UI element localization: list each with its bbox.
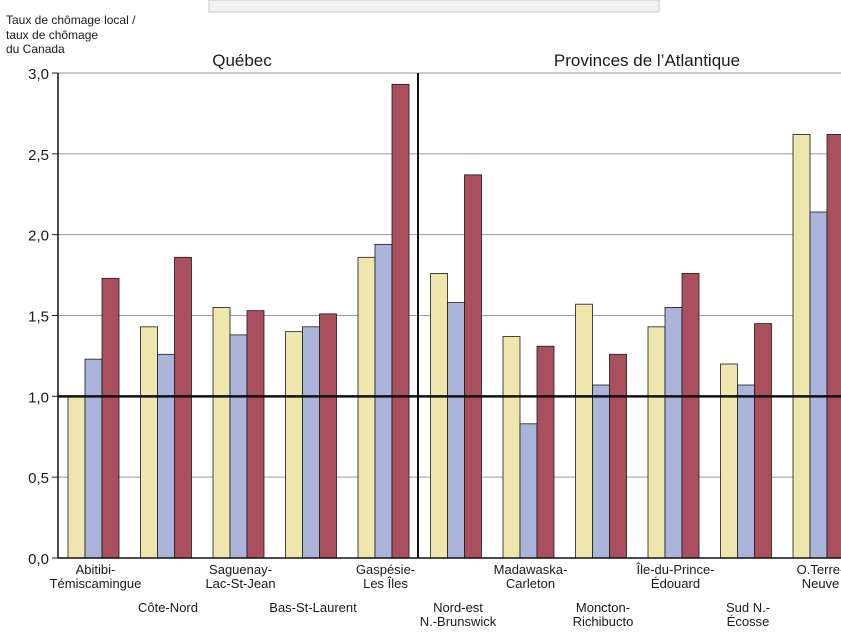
top-legend-box	[208, 0, 660, 13]
y-tick-label: 0,0	[28, 551, 49, 568]
x-axis-labels: Abitibi-TémiscamingueCôte-NordSaguenay-L…	[50, 562, 841, 629]
bar	[502, 336, 521, 559]
x-tick-label: Abitibi-	[76, 562, 116, 577]
bar	[319, 313, 337, 559]
panel-label-quebec: Québec	[212, 51, 272, 70]
y-tick-label: 0,5	[28, 470, 49, 487]
x-tick-label: Côte-Nord	[138, 600, 198, 615]
x-tick-label: Lac-St-Jean	[205, 576, 275, 591]
y-axis-label-line-3: du Canada	[6, 42, 65, 56]
bar	[447, 302, 465, 559]
y-tick-label: 1,0	[28, 389, 49, 406]
x-tick-label: Nord-est	[433, 600, 483, 615]
y-axis-ticks: 0,0 0,5 1,0 1,5 2,0 2,5 3,0	[28, 66, 58, 568]
x-tick-label: O.Terre-	[797, 562, 841, 577]
bar	[826, 134, 841, 559]
bar	[157, 353, 175, 559]
x-tick-label: Île-du-Prince-	[635, 562, 714, 577]
x-tick-label: Édouard	[651, 576, 700, 591]
bar	[754, 323, 772, 559]
bar	[519, 423, 538, 559]
axes	[57, 73, 841, 559]
bar	[737, 384, 755, 559]
x-tick-label: Sud N.-	[726, 600, 770, 615]
y-axis-label-line-2: taux de chômage	[6, 28, 98, 42]
bar	[229, 334, 248, 559]
x-tick-label: Écosse	[727, 614, 770, 629]
bar	[664, 307, 683, 559]
bar	[357, 256, 376, 559]
bar	[809, 211, 828, 559]
bar	[285, 331, 303, 559]
bar	[140, 326, 158, 559]
bar	[246, 310, 265, 559]
y-axis-label-line-1: Taux de chômage local /	[6, 13, 136, 27]
y-tick-label: 2,0	[28, 228, 49, 245]
x-tick-label: Carleton	[506, 576, 555, 591]
bar	[84, 358, 103, 559]
bar	[101, 277, 120, 559]
bar	[792, 134, 811, 559]
bar	[609, 353, 627, 559]
y-tick-label: 3,0	[28, 66, 49, 83]
y-tick-label: 1,5	[28, 309, 49, 326]
x-tick-label: Moncton-	[576, 600, 630, 615]
x-tick-label: Les Îles	[363, 576, 408, 591]
bar	[575, 303, 593, 559]
y-tick-label: 2,5	[28, 147, 49, 164]
bar	[212, 307, 231, 559]
bar	[720, 363, 738, 559]
bar	[592, 384, 610, 559]
x-tick-label: Richibucto	[573, 614, 634, 629]
bar	[647, 326, 666, 559]
x-tick-label: Madawaska-	[494, 562, 568, 577]
bar	[374, 243, 393, 559]
bar	[391, 83, 410, 559]
bar	[681, 273, 700, 559]
x-tick-label: Bas-St-Laurent	[269, 600, 357, 615]
x-tick-label: Témiscamingue	[50, 576, 142, 591]
x-tick-label: Saguenay-	[209, 562, 272, 577]
x-tick-label: Gaspésie-	[356, 562, 415, 577]
bar	[174, 256, 192, 559]
panel-label-atlantique: Provinces de l’Atlantique	[554, 51, 740, 70]
bar	[302, 326, 320, 559]
x-tick-label: Neuve	[802, 576, 840, 591]
x-tick-label: N.-Brunswick	[420, 614, 497, 629]
bars	[67, 83, 841, 559]
bar	[536, 345, 555, 559]
bar	[430, 273, 448, 559]
bar	[67, 395, 86, 559]
bar	[464, 174, 482, 559]
